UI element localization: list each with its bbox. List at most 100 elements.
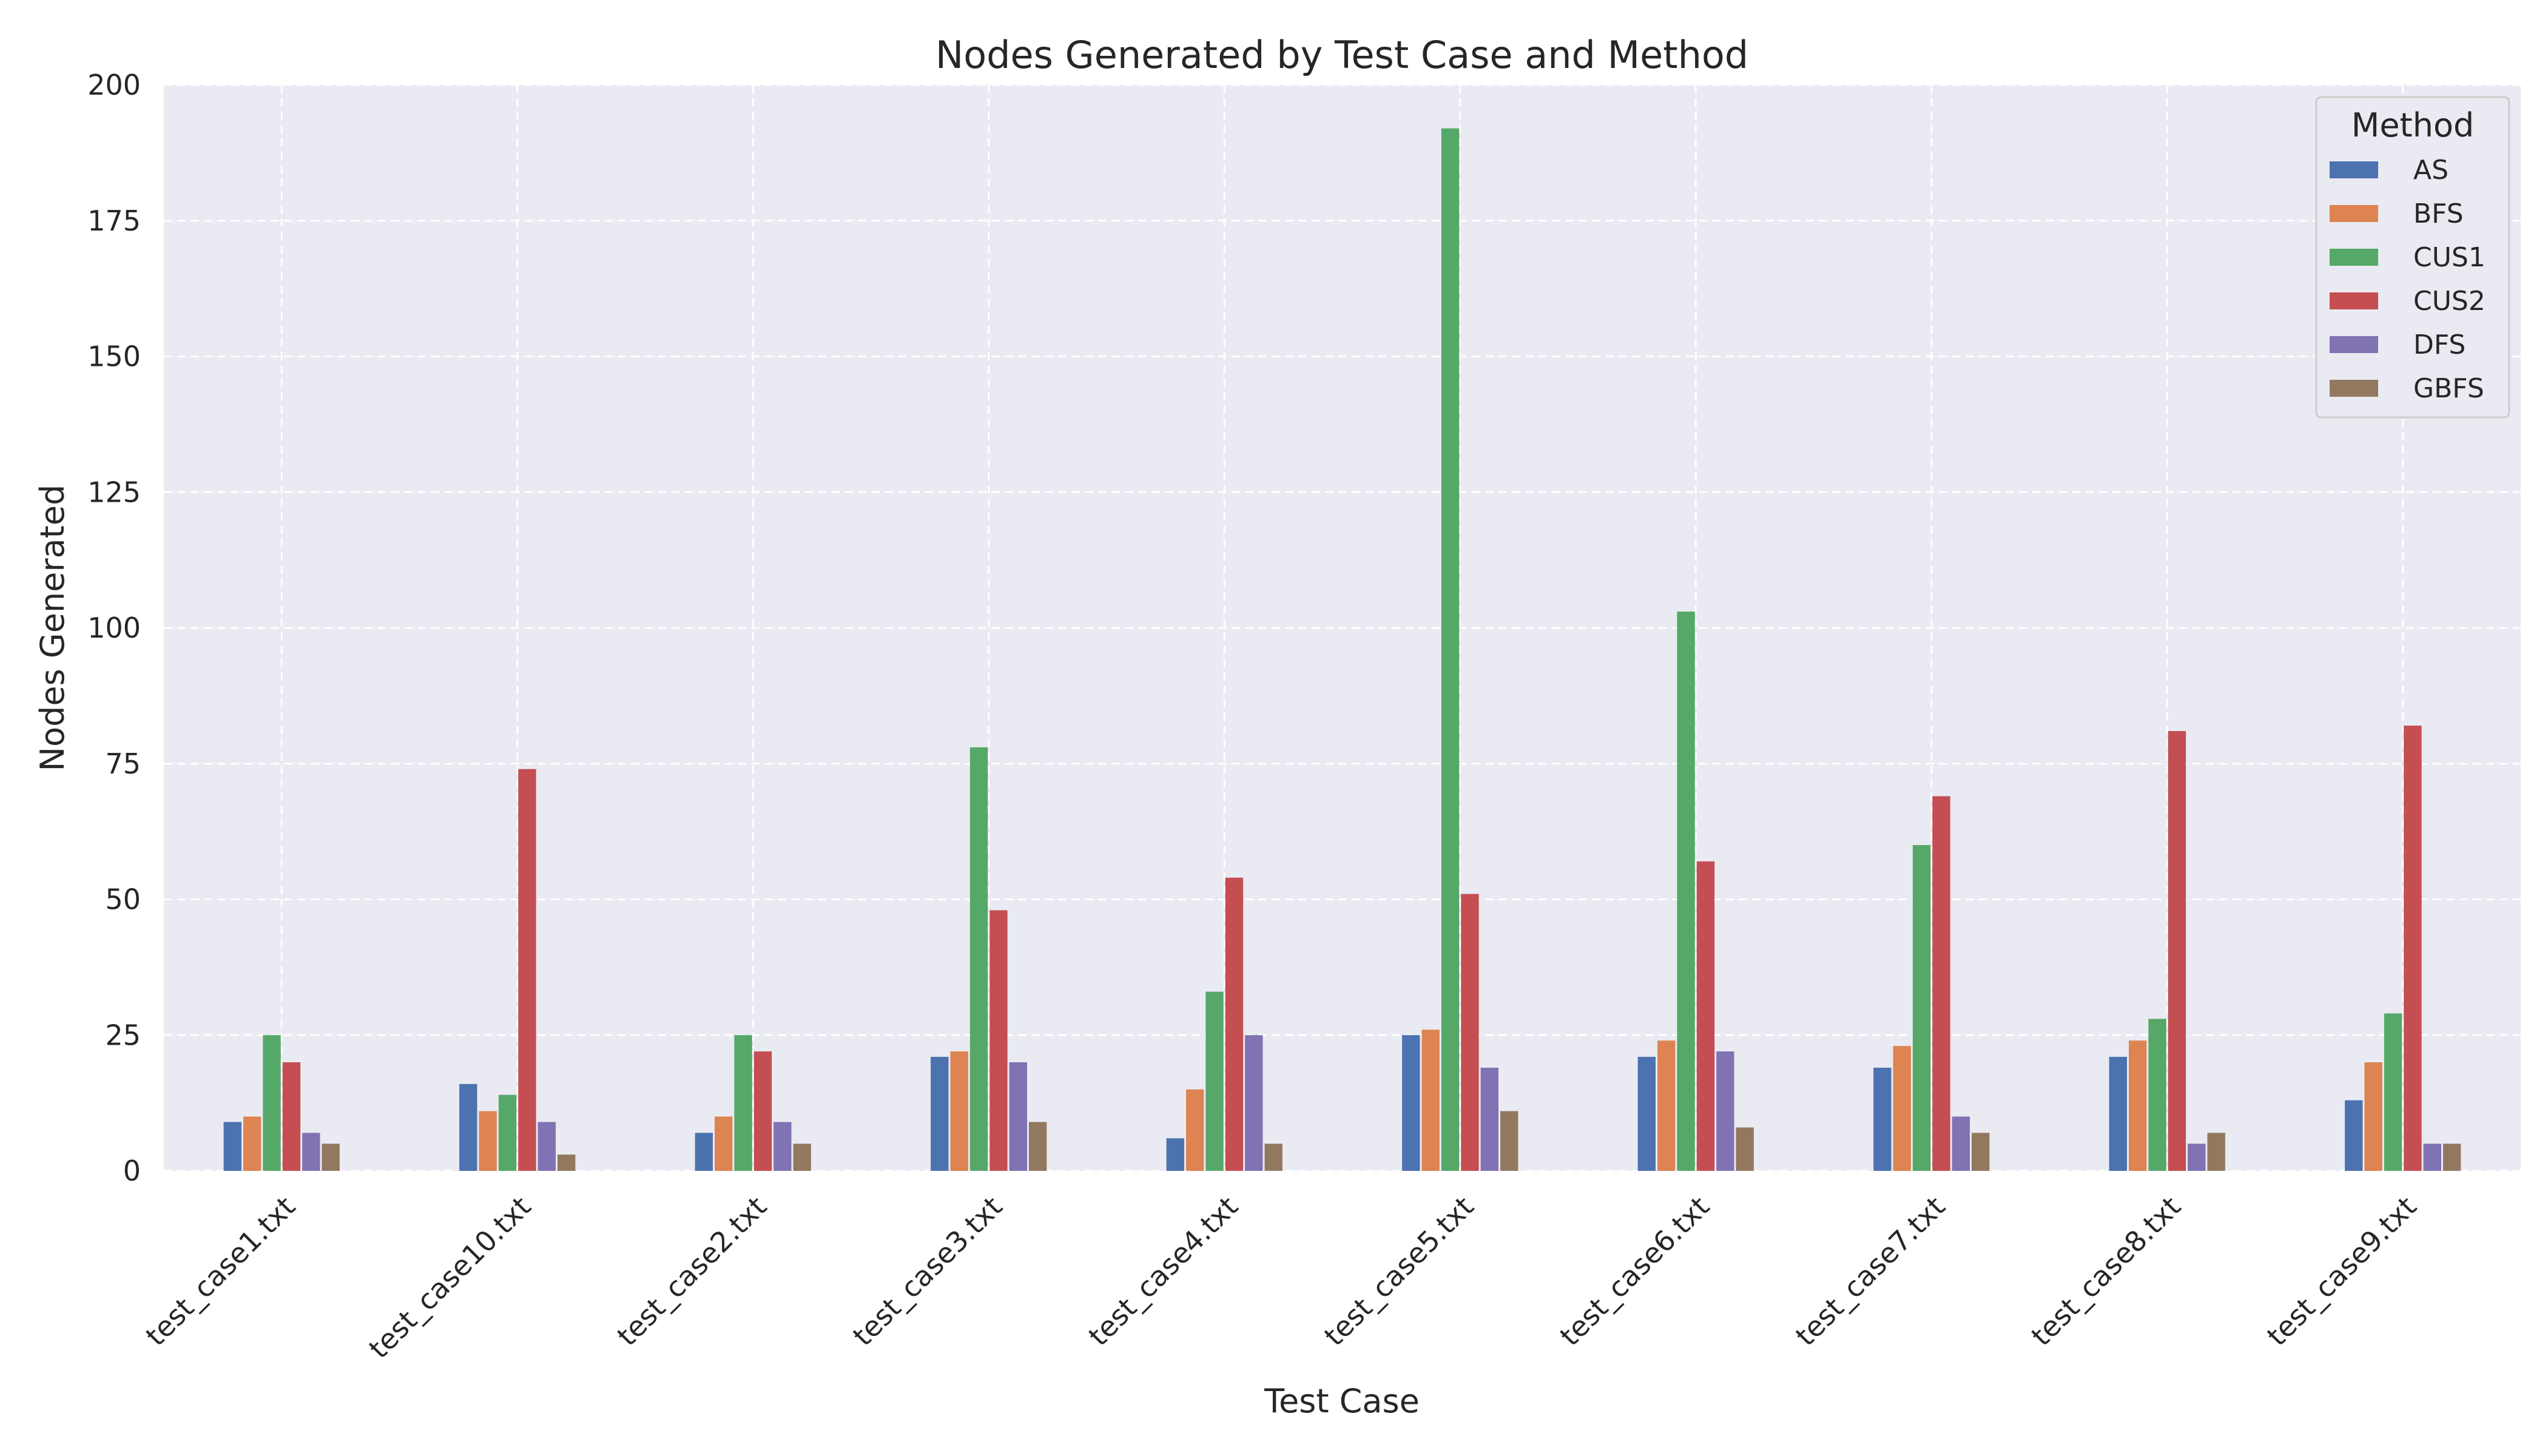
bar-bfs-test-case8 (2129, 1040, 2147, 1171)
bar-cus2-test-case4 (1225, 877, 1244, 1171)
bar-cus2-test-case10 (518, 769, 536, 1171)
bar-cus1-test-case2 (734, 1035, 752, 1171)
x-tick-label: test_case5.txt (1318, 1190, 1480, 1352)
y-tick-label: 100 (87, 612, 141, 644)
bar-cus1-test-case1 (263, 1035, 281, 1171)
bar-cus2-test-case6 (1696, 861, 1715, 1171)
bar-bfs-test-case4 (1186, 1089, 1204, 1171)
x-tick-label: test_case9.txt (2260, 1190, 2422, 1352)
bar-cus1-test-case6 (1677, 612, 1695, 1171)
bar-cus2-test-case9 (2404, 726, 2422, 1171)
legend-label-cus2: CUS2 (2413, 286, 2486, 317)
bar-bfs-test-case6 (1657, 1040, 1676, 1171)
bar-cus1-test-case5 (1441, 128, 1460, 1171)
legend-label-gbfs: GBFS (2413, 373, 2484, 404)
bar-bfs-test-case10 (479, 1111, 497, 1171)
bar-gbfs-test-case1 (322, 1144, 340, 1171)
bar-dfs-test-case9 (2423, 1144, 2441, 1171)
bar-as-test-case2 (695, 1133, 713, 1171)
bar-cus1-test-case9 (2384, 1013, 2402, 1171)
bar-gbfs-test-case2 (793, 1144, 811, 1171)
y-tick-label: 125 (87, 476, 141, 508)
bar-as-test-case10 (459, 1084, 477, 1171)
y-tick-label: 200 (87, 69, 141, 101)
bar-dfs-test-case1 (302, 1133, 320, 1171)
bar-cus1-test-case10 (498, 1094, 517, 1171)
bar-as-test-case7 (1873, 1067, 1892, 1171)
bar-cus2-test-case3 (989, 910, 1008, 1171)
chart-title: Nodes Generated by Test Case and Method (935, 33, 1748, 77)
x-tick-label: test_case4.txt (1082, 1190, 1244, 1352)
y-tick-label: 150 (87, 340, 141, 373)
bar-dfs-test-case4 (1245, 1035, 1263, 1171)
legend-label-cus1: CUS1 (2413, 242, 2486, 273)
bar-gbfs-test-case10 (558, 1154, 576, 1171)
x-tick-label: test_case3.txt (846, 1190, 1008, 1352)
x-tick-labels: test_case1.txt test_case10.txt test_case2.… (140, 1190, 2423, 1365)
bar-as-test-case3 (931, 1057, 949, 1171)
bar-bfs-test-case5 (1421, 1030, 1440, 1171)
y-tick-labels: 0 25 50 75 100 125 150 175 200 (87, 69, 141, 1187)
legend-swatch-dfs (2330, 336, 2378, 353)
legend: Method AS BFS CUS1 CUS2 DFS GBFS (2315, 96, 2510, 419)
bar-gbfs-test-case6 (1736, 1127, 1754, 1171)
y-tick-label: 75 (105, 747, 141, 780)
bar-dfs-test-case7 (1952, 1116, 1970, 1171)
bar-dfs-test-case2 (774, 1122, 792, 1171)
bar-as-test-case8 (2109, 1057, 2127, 1171)
bars (223, 128, 2461, 1171)
x-tick-label: test_case8.txt (2025, 1190, 2187, 1352)
bar-bfs-test-case2 (715, 1116, 733, 1171)
y-tick-label: 0 (123, 1154, 141, 1187)
bar-cus2-test-case5 (1461, 894, 1479, 1171)
bar-dfs-test-case6 (1716, 1051, 1734, 1171)
grid-lines (164, 84, 2521, 1172)
y-tick-label: 50 (105, 883, 141, 916)
bar-as-test-case9 (2345, 1100, 2363, 1171)
bar-bfs-test-case1 (243, 1116, 261, 1171)
bar-cus2-test-case8 (2168, 731, 2186, 1171)
bar-gbfs-test-case9 (2443, 1144, 2461, 1171)
legend-swatch-as (2330, 161, 2378, 178)
bar-gbfs-test-case7 (1972, 1133, 1990, 1171)
legend-title: Method (2351, 106, 2475, 144)
bar-dfs-test-case5 (1480, 1067, 1498, 1171)
bar-as-test-case4 (1166, 1138, 1184, 1171)
bar-cus2-test-case1 (282, 1062, 301, 1171)
legend-swatch-cus1 (2330, 249, 2378, 266)
legend-swatch-cus2 (2330, 292, 2378, 309)
x-tick-label: test_case1.txt (140, 1190, 302, 1352)
y-axis-title: Nodes Generated (33, 485, 72, 772)
legend-label-dfs: DFS (2413, 329, 2465, 360)
bar-dfs-test-case10 (538, 1122, 556, 1171)
x-tick-label: test_case7.txt (1789, 1190, 1951, 1352)
y-tick-label: 25 (105, 1019, 141, 1051)
bar-cus2-test-case7 (1932, 796, 1950, 1171)
bar-bfs-test-case3 (950, 1051, 968, 1171)
x-axis-title: Test Case (1264, 1382, 1420, 1420)
legend-swatch-bfs (2330, 205, 2378, 222)
bar-bfs-test-case7 (1893, 1046, 1911, 1171)
legend-swatch-gbfs (2330, 380, 2378, 397)
y-tick-label: 175 (87, 204, 141, 237)
bar-dfs-test-case8 (2188, 1144, 2206, 1171)
bar-cus1-test-case4 (1205, 991, 1224, 1171)
legend-items: AS BFS CUS1 CUS2 DFS GBFS (2330, 155, 2486, 404)
bar-as-test-case5 (1402, 1035, 1420, 1171)
x-tick-label: test_case10.txt (362, 1190, 537, 1365)
legend-label-bfs: BFS (2413, 198, 2464, 229)
bar-gbfs-test-case8 (2207, 1133, 2225, 1171)
bar-bfs-test-case9 (2364, 1062, 2382, 1171)
bar-cus2-test-case2 (753, 1051, 772, 1171)
legend-label-as: AS (2413, 155, 2449, 186)
bar-cus1-test-case7 (1912, 845, 1931, 1171)
bar-gbfs-test-case4 (1264, 1144, 1282, 1171)
bar-gbfs-test-case3 (1029, 1122, 1047, 1171)
bar-gbfs-test-case5 (1500, 1111, 1518, 1171)
bar-as-test-case6 (1637, 1057, 1656, 1171)
bar-as-test-case1 (223, 1122, 241, 1171)
bar-cus1-test-case3 (969, 747, 988, 1171)
x-tick-label: test_case2.txt (611, 1190, 773, 1352)
bar-cus1-test-case8 (2148, 1019, 2166, 1171)
